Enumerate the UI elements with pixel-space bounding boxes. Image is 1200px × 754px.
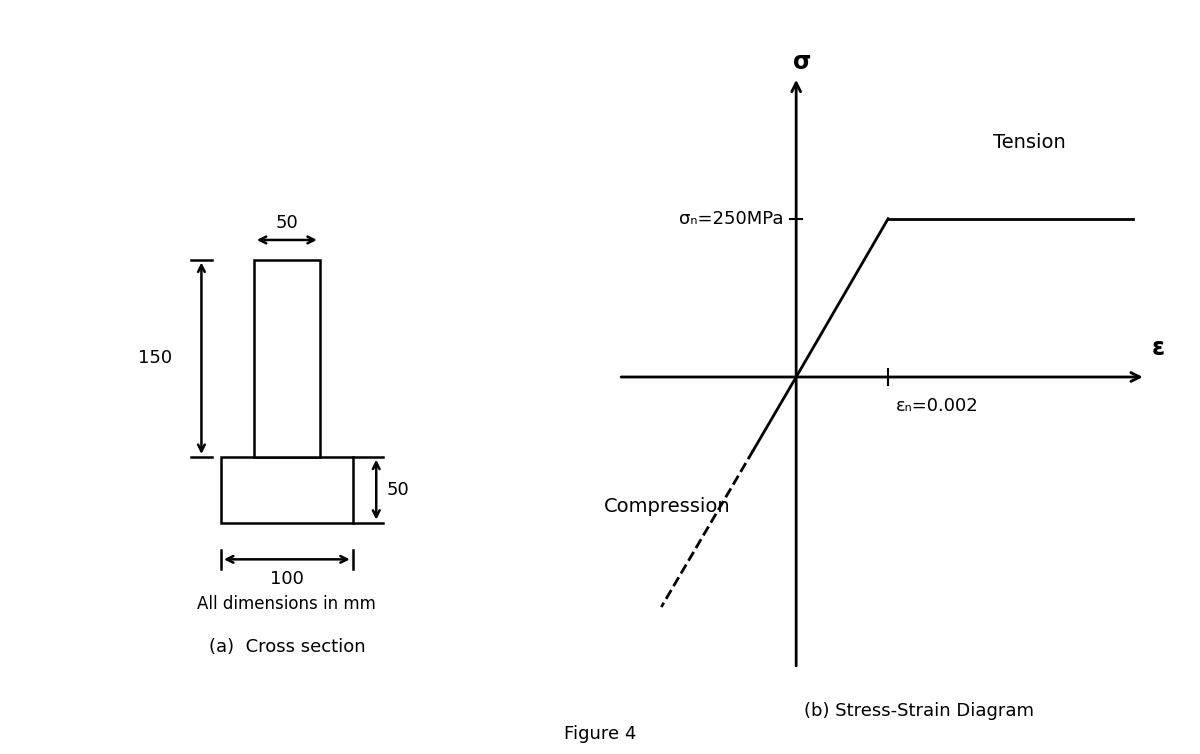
Text: Compression: Compression: [604, 497, 731, 516]
Text: εₙ=0.002: εₙ=0.002: [895, 397, 978, 415]
Text: (b) Stress-Strain Diagram: (b) Stress-Strain Diagram: [804, 702, 1033, 720]
Text: σ: σ: [793, 50, 811, 74]
Bar: [221, 457, 353, 523]
Bar: [254, 259, 319, 457]
Text: (a)  Cross section: (a) Cross section: [209, 638, 365, 656]
Text: 100: 100: [270, 570, 304, 588]
Text: All dimensions in mm: All dimensions in mm: [198, 595, 377, 613]
Text: 50: 50: [276, 214, 299, 232]
Text: Tension: Tension: [992, 133, 1066, 152]
Text: ε: ε: [1152, 336, 1165, 360]
Text: σₙ=250MPa: σₙ=250MPa: [679, 210, 784, 228]
Text: 150: 150: [138, 349, 173, 367]
Text: 50: 50: [386, 481, 409, 498]
Text: Figure 4: Figure 4: [564, 725, 636, 743]
